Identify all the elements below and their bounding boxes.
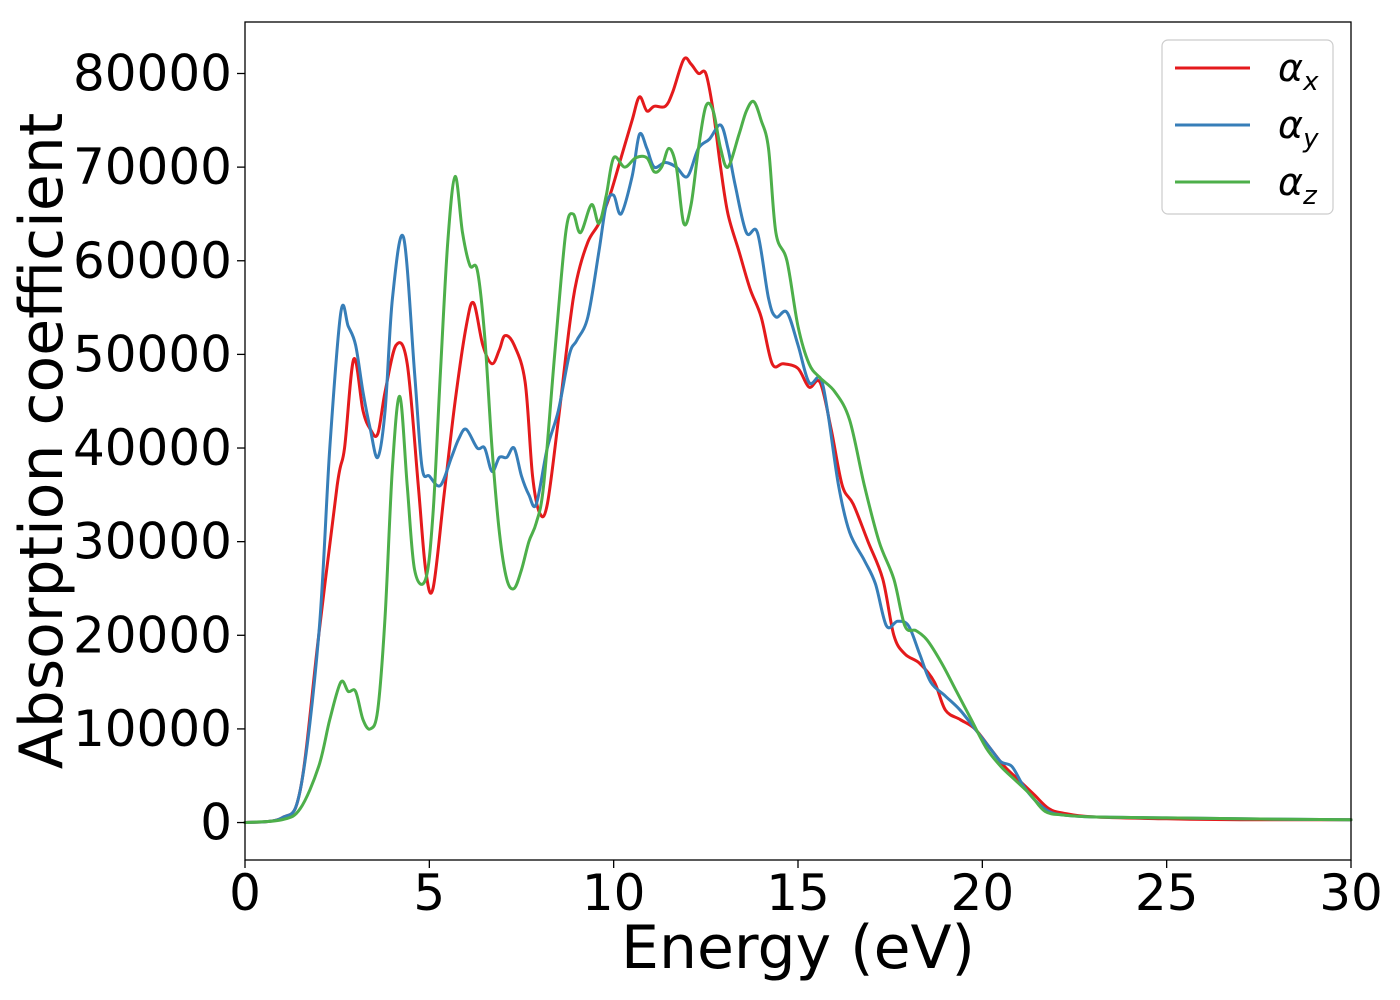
x-tick-label: 10 <box>582 864 646 922</box>
x-tick-label: 25 <box>1135 864 1199 922</box>
series-line-alpha-z <box>243 99 1353 825</box>
x-tick-label: 15 <box>766 864 830 922</box>
y-tick-label: 10000 <box>73 700 232 758</box>
y-axis-ticks: 0 10000 20000 30000 40000 50000 60000 70000 8000… <box>73 44 245 852</box>
series-lines <box>243 56 1353 825</box>
legend-label-y: αy <box>1278 103 1319 154</box>
y-tick-label: 20000 <box>73 606 232 664</box>
y-tick-label: 0 <box>200 794 232 852</box>
legend: αx αy αz <box>1161 39 1334 215</box>
y-tick-label: 80000 <box>73 44 232 102</box>
y-tick-label: 70000 <box>73 138 232 196</box>
y-tick-label: 30000 <box>73 513 232 571</box>
x-tick-label: 30 <box>1319 864 1383 922</box>
y-tick-label: 60000 <box>73 232 232 290</box>
x-axis-ticks: 0 5 10 15 20 25 30 <box>229 860 1383 922</box>
y-axis-label: Absorption coefficient <box>7 113 77 770</box>
legend-label-x: αx <box>1278 46 1319 97</box>
plot-frame <box>244 21 1352 861</box>
legend-box <box>1161 39 1334 215</box>
x-tick-label: 20 <box>951 864 1015 922</box>
x-tick-label: 5 <box>413 864 445 922</box>
series-line-alpha-x <box>243 56 1353 825</box>
series-line-alpha-y <box>243 123 1353 825</box>
y-tick-label: 50000 <box>73 325 232 383</box>
legend-label-z: αz <box>1278 160 1318 211</box>
x-tick-label: 0 <box>229 864 261 922</box>
y-tick-label: 40000 <box>73 419 232 477</box>
x-axis-label: Energy (eV) <box>621 913 975 983</box>
